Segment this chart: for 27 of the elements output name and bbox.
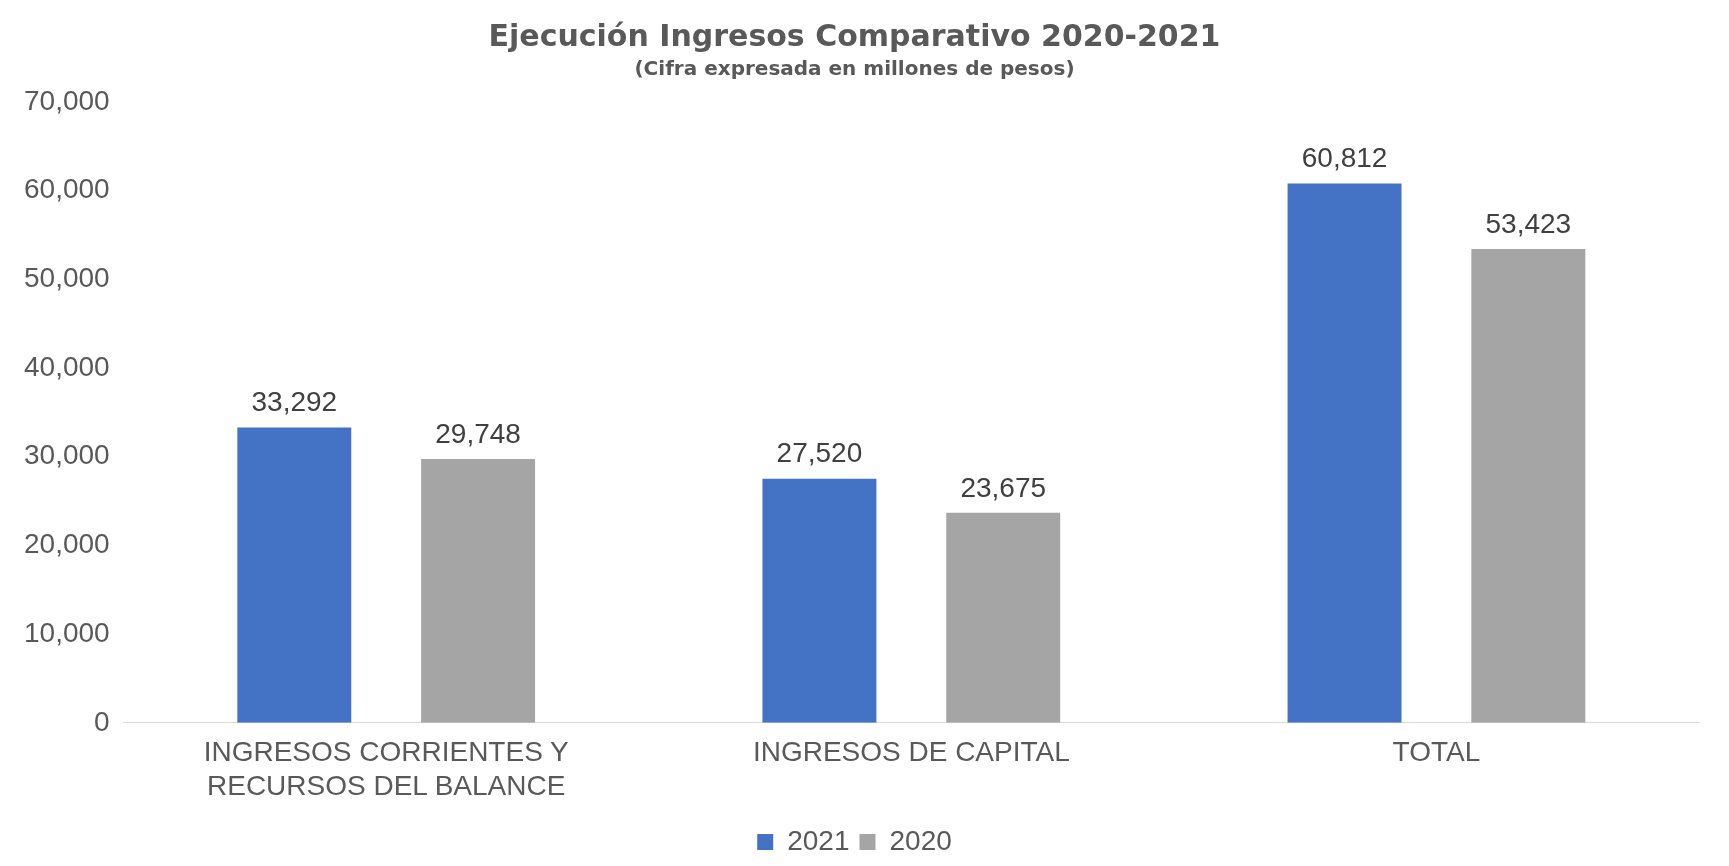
bar — [1287, 183, 1402, 723]
x-tick-label: INGRESOS DE CAPITAL — [752, 736, 1070, 768]
legend-label: 2020 — [889, 824, 952, 856]
chart-subtitle: (Cifra expresada en millones de pesos) — [634, 56, 1075, 81]
x-tick-label: INGRESOS CORRIENTES Y RECURSOS DEL BALANCE — [203, 736, 570, 801]
x-tick-label: TOTAL — [1392, 736, 1481, 768]
y-tick-label: 0 — [94, 705, 110, 737]
y-tick-label: 60,000 — [24, 173, 110, 205]
data-label: 60,812 — [1301, 142, 1388, 174]
bar — [237, 427, 352, 723]
y-tick-label: 40,000 — [24, 350, 110, 382]
data-label: 53,423 — [1485, 207, 1572, 239]
bar — [762, 478, 877, 723]
y-tick-label: 70,000 — [24, 84, 110, 116]
y-tick-label: 30,000 — [24, 439, 110, 471]
bar — [1471, 249, 1586, 723]
y-tick-label: 20,000 — [24, 528, 110, 560]
bar — [946, 512, 1061, 723]
chart-title: Ejecución Ingresos Comparativo 2020-2021 — [488, 17, 1221, 53]
data-label: 27,520 — [776, 437, 863, 469]
y-tick-label: 10,000 — [24, 616, 110, 648]
legend-label: 2021 — [787, 824, 850, 856]
data-label: 33,292 — [251, 386, 338, 418]
data-label: 23,675 — [960, 471, 1047, 503]
y-tick-label: 50,000 — [24, 262, 110, 294]
data-label: 29,748 — [435, 417, 521, 449]
bar — [421, 458, 536, 723]
